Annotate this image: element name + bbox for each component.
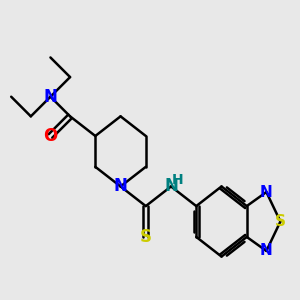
Text: N: N xyxy=(44,88,57,106)
Text: S: S xyxy=(275,214,286,229)
Text: N: N xyxy=(114,178,128,196)
Text: O: O xyxy=(43,127,58,145)
Text: N: N xyxy=(260,184,273,200)
Text: N: N xyxy=(164,178,178,196)
Text: N: N xyxy=(260,244,273,259)
Text: S: S xyxy=(140,228,152,246)
Text: H: H xyxy=(171,173,183,187)
